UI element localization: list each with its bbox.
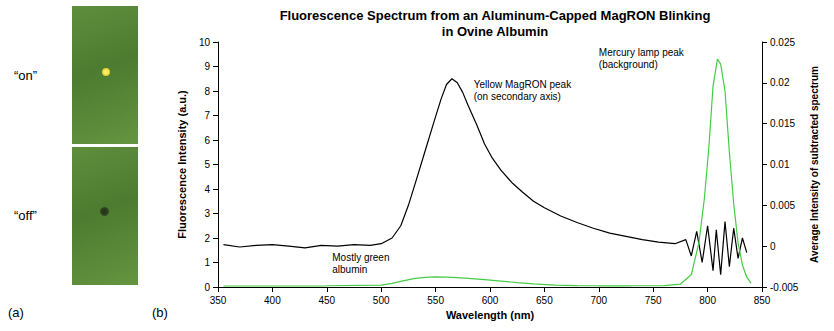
svg-text:8: 8 <box>204 86 210 97</box>
svg-text:0.005: 0.005 <box>770 200 795 211</box>
svg-text:Average Intensity of subtracte: Average Intensity of subtracted spectrum <box>809 66 820 263</box>
svg-text:Fluorescence Spectrum from an: Fluorescence Spectrum from an Aluminum-C… <box>280 8 711 23</box>
html-text:(b): (b) <box>152 305 168 320</box>
svg-text:6: 6 <box>204 135 210 146</box>
svg-text:(on secondary axis): (on secondary axis) <box>474 91 561 102</box>
html-text:“off”: “off” <box>14 208 37 223</box>
html-text:(a): (a) <box>8 305 24 320</box>
svg-text:0: 0 <box>770 241 776 252</box>
svg-text:in Ovine Albumin: in Ovine Albumin <box>442 24 548 39</box>
svg-text:350: 350 <box>210 295 227 306</box>
svg-text:1: 1 <box>204 257 210 268</box>
svg-text:Fluorescence Intensity (a.u.): Fluorescence Intensity (a.u.) <box>176 90 188 239</box>
svg-text:750: 750 <box>645 295 662 306</box>
svg-text:550: 550 <box>427 295 444 306</box>
svg-text:600: 600 <box>482 295 499 306</box>
svg-text:850: 850 <box>754 295 771 306</box>
svg-text:10: 10 <box>199 37 211 48</box>
svg-text:800: 800 <box>699 295 716 306</box>
svg-text:3: 3 <box>204 208 210 219</box>
svg-text:0.025: 0.025 <box>770 37 795 48</box>
svg-text:-0.005: -0.005 <box>770 282 799 293</box>
svg-text:Yellow MagRON peak: Yellow MagRON peak <box>474 79 574 90</box>
svg-text:700: 700 <box>590 295 607 306</box>
svg-text:Mercury lamp peak: Mercury lamp peak <box>599 47 687 58</box>
svg-text:0.02: 0.02 <box>770 77 790 88</box>
svg-text:400: 400 <box>264 295 281 306</box>
svg-text:500: 500 <box>373 295 390 306</box>
svg-text:2: 2 <box>204 233 210 244</box>
svg-text:albumin: albumin <box>332 264 367 275</box>
svg-text:0.015: 0.015 <box>770 118 795 129</box>
svg-text:650: 650 <box>536 295 553 306</box>
svg-text:0.01: 0.01 <box>770 159 790 170</box>
svg-text:4: 4 <box>204 184 210 195</box>
svg-text:9: 9 <box>204 61 210 72</box>
svg-text:450: 450 <box>318 295 335 306</box>
html-text:“on”: “on” <box>14 68 38 83</box>
svg-text:0: 0 <box>204 282 210 293</box>
svg-text:Wavelength (nm): Wavelength (nm) <box>446 309 535 321</box>
svg-text:Mostly green: Mostly green <box>332 252 392 263</box>
svg-text:(background): (background) <box>599 59 658 70</box>
svg-text:7: 7 <box>204 110 210 121</box>
svg-text:5: 5 <box>204 159 210 170</box>
